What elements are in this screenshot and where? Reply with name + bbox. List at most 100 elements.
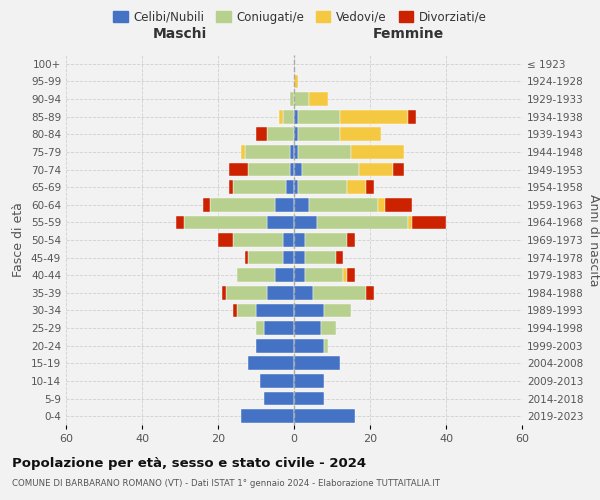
Bar (256, 304, 294, 318)
Bar (294, 233, 305, 247)
Bar (286, 180, 294, 194)
Bar (317, 216, 408, 230)
Bar (408, 110, 416, 124)
Bar (256, 339, 294, 352)
Bar (294, 180, 298, 194)
Bar (294, 286, 313, 300)
Bar (325, 339, 328, 352)
Bar (294, 321, 320, 335)
Bar (184, 216, 268, 230)
Bar (294, 268, 305, 282)
Bar (305, 233, 347, 247)
Bar (298, 145, 351, 159)
Bar (263, 392, 294, 406)
Bar (340, 110, 408, 124)
Bar (347, 233, 355, 247)
Bar (294, 74, 298, 88)
Text: Maschi: Maschi (153, 27, 207, 41)
Bar (233, 180, 286, 194)
Bar (283, 110, 294, 124)
Bar (241, 145, 245, 159)
Bar (279, 110, 283, 124)
Bar (226, 286, 268, 300)
Bar (366, 286, 374, 300)
Bar (309, 198, 377, 211)
Bar (283, 233, 294, 247)
Bar (248, 162, 290, 176)
Bar (408, 216, 412, 230)
Bar (290, 145, 294, 159)
Bar (218, 233, 233, 247)
Bar (347, 268, 355, 282)
Bar (290, 92, 294, 106)
Bar (245, 145, 290, 159)
Bar (290, 162, 294, 176)
Bar (256, 321, 263, 335)
Bar (237, 304, 256, 318)
Bar (302, 162, 359, 176)
Bar (256, 128, 268, 141)
Bar (268, 128, 294, 141)
Bar (359, 162, 393, 176)
Bar (294, 410, 355, 423)
Bar (412, 216, 446, 230)
Bar (298, 128, 340, 141)
Bar (309, 92, 328, 106)
Text: COMUNE DI BARBARANO ROMANO (VT) - Dati ISTAT 1° gennaio 2024 - Elaborazione TUTT: COMUNE DI BARBARANO ROMANO (VT) - Dati I… (12, 479, 440, 488)
Bar (294, 92, 309, 106)
Text: Femmine: Femmine (373, 27, 443, 41)
Bar (294, 356, 340, 370)
Bar (294, 392, 325, 406)
Bar (248, 356, 294, 370)
Bar (393, 162, 404, 176)
Bar (176, 216, 184, 230)
Bar (366, 180, 374, 194)
Bar (233, 233, 283, 247)
Bar (294, 198, 309, 211)
Bar (294, 339, 325, 352)
Y-axis label: Fasce di età: Fasce di età (13, 202, 25, 278)
Bar (233, 304, 237, 318)
Bar (294, 250, 305, 264)
Bar (283, 250, 294, 264)
Bar (294, 162, 302, 176)
Bar (248, 250, 283, 264)
Y-axis label: Anni di nascita: Anni di nascita (587, 194, 600, 286)
Bar (241, 410, 294, 423)
Bar (340, 128, 382, 141)
Bar (298, 110, 340, 124)
Bar (294, 216, 317, 230)
Bar (320, 321, 336, 335)
Bar (305, 250, 336, 264)
Bar (351, 145, 404, 159)
Bar (222, 286, 226, 300)
Bar (263, 321, 294, 335)
Bar (294, 374, 325, 388)
Bar (377, 198, 385, 211)
Bar (268, 216, 294, 230)
Bar (203, 198, 211, 211)
Bar (294, 304, 325, 318)
Bar (305, 268, 343, 282)
Bar (385, 198, 412, 211)
Bar (229, 180, 233, 194)
Bar (245, 250, 248, 264)
Bar (275, 268, 294, 282)
Bar (229, 162, 248, 176)
Bar (260, 374, 294, 388)
Bar (294, 110, 298, 124)
Bar (343, 268, 347, 282)
Bar (294, 128, 298, 141)
Bar (211, 198, 275, 211)
Text: Popolazione per età, sesso e stato civile - 2024: Popolazione per età, sesso e stato civil… (12, 458, 366, 470)
Bar (347, 180, 366, 194)
Legend: Celibi/Nubili, Coniugati/e, Vedovi/e, Divorziati/e: Celibi/Nubili, Coniugati/e, Vedovi/e, Di… (109, 6, 491, 28)
Bar (325, 304, 351, 318)
Bar (313, 286, 366, 300)
Bar (237, 268, 275, 282)
Bar (298, 180, 347, 194)
Bar (268, 286, 294, 300)
Bar (336, 250, 343, 264)
Bar (275, 198, 294, 211)
Bar (294, 145, 298, 159)
